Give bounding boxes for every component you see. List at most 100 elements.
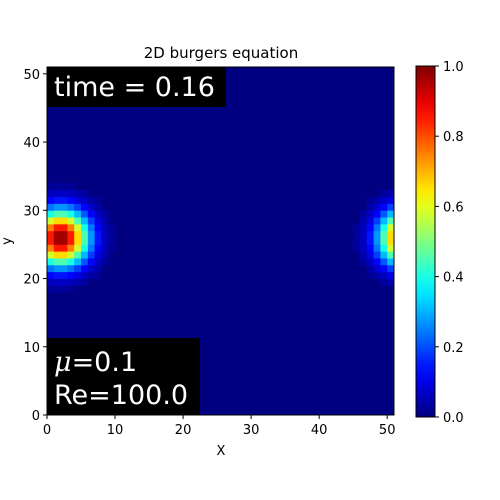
heatmap-cell: [47, 223, 55, 232]
colorbar-tick-label: 0.6: [443, 200, 464, 215]
heatmap-cell: [387, 217, 395, 225]
heatmap-cell: [53, 258, 61, 266]
heatmap-cell: [101, 258, 109, 266]
heatmap-cell: [373, 217, 381, 225]
heatmap-cell: [53, 223, 61, 232]
heatmap-cell: [353, 237, 361, 245]
heatmap-cell: [101, 217, 109, 225]
heatmap-cell: [94, 264, 102, 273]
heatmap-cell: [87, 217, 96, 225]
heatmap-cell: [94, 217, 102, 225]
heatmap-cell: [67, 271, 75, 279]
heatmap-cell: [380, 258, 388, 266]
heatmap-cell: [67, 278, 75, 286]
heatmap-cell: [101, 237, 109, 245]
heatmap-cell: [47, 196, 55, 204]
heatmap-cell: [380, 189, 388, 198]
heatmap-cell: [373, 251, 381, 259]
heatmap-cell: [359, 223, 368, 232]
heatmap-cell: [47, 278, 55, 286]
heatmap-cell: [366, 210, 374, 218]
heatmap-cell: [380, 264, 388, 273]
heatmap-cell: [87, 251, 96, 259]
heatmap-cell: [380, 210, 388, 218]
heatmap-cell: [67, 223, 75, 232]
heatmap-cell: [60, 189, 68, 198]
heatmap-cell: [387, 196, 395, 204]
heatmap-cell: [87, 244, 96, 252]
heatmap-cell: [53, 196, 61, 204]
x-tick-label: 20: [175, 423, 192, 438]
y-tick-label: 10: [23, 341, 40, 356]
heatmap-cell: [60, 196, 68, 204]
heatmap-cell: [387, 230, 395, 238]
y-tick-label: 20: [23, 273, 40, 288]
heatmap-cell: [87, 196, 96, 204]
heatmap-cell: [387, 264, 395, 273]
heatmap-cell: [94, 210, 102, 218]
heatmap-cell: [101, 244, 109, 252]
heatmap-cell: [387, 189, 395, 198]
heatmap-cell: [60, 237, 68, 245]
y-tick-label: 50: [23, 68, 40, 83]
heatmap-cell: [53, 210, 61, 218]
heatmap-cell: [53, 264, 61, 273]
heatmap-cell: [94, 203, 102, 211]
heatmap-cell: [74, 210, 82, 218]
heatmap-cell: [53, 285, 61, 293]
x-axis-label: X: [217, 444, 226, 459]
heatmap-cell: [87, 210, 96, 218]
heatmap-cell: [359, 237, 368, 245]
heatmap-cell: [366, 203, 374, 211]
mu-value: =0.1: [72, 347, 138, 378]
heatmap-cell: [373, 258, 381, 266]
colorbar-tick-label: 0.0: [443, 411, 464, 426]
heatmap-cell: [47, 285, 55, 293]
heatmap-cell: [47, 210, 55, 218]
heatmap-cell: [60, 223, 68, 232]
heatmap-cell: [366, 196, 374, 204]
heatmap-cell: [359, 217, 368, 225]
heatmap-cell: [60, 278, 68, 286]
heatmap-cell: [47, 230, 55, 238]
heatmap-cell: [47, 203, 55, 211]
heatmap-cell: [366, 223, 374, 232]
heatmap-cell: [101, 230, 109, 238]
heatmap-cell: [87, 237, 96, 245]
heatmap-cell: [373, 196, 381, 204]
heatmap-cell: [47, 237, 55, 245]
heatmap-cell: [87, 203, 96, 211]
heatmap-cell: [67, 196, 75, 204]
heatmap-cell: [53, 203, 61, 211]
heatmap-cell: [353, 244, 361, 252]
heatmap-cell: [53, 237, 61, 245]
parameters-annotation-background: [47, 338, 200, 415]
x-tick-label: 50: [379, 423, 396, 438]
heatmap-cell: [366, 271, 374, 279]
colorbar-tick-label: 0.4: [443, 271, 464, 286]
heatmap-cell: [47, 258, 55, 266]
heatmap-cell: [380, 271, 388, 279]
heatmap-cell: [101, 223, 109, 232]
heatmap-cell: [94, 244, 102, 252]
heatmap-cell: [60, 203, 68, 211]
heatmap-cell: [67, 189, 75, 198]
heatmap-cell: [67, 251, 75, 259]
heatmap-cell: [101, 251, 109, 259]
heatmap-cell: [387, 251, 395, 259]
heatmap-cell: [366, 230, 374, 238]
heatmap-cell: [387, 258, 395, 266]
colorbar-tick-label: 0.2: [443, 341, 464, 356]
heatmap-cell: [74, 278, 82, 286]
heatmap-cell: [380, 223, 388, 232]
heatmap-cell: [380, 230, 388, 238]
chart-title: 2D burgers equation: [144, 44, 298, 62]
heatmap-cell: [53, 271, 61, 279]
heatmap-cell: [94, 251, 102, 259]
heatmap-cell: [81, 223, 89, 232]
heatmap-cell: [67, 244, 75, 252]
heatmap-cell: [74, 223, 82, 232]
heatmap-cell: [373, 237, 381, 245]
heatmap-cell: [74, 271, 82, 279]
heatmap-cell: [53, 217, 61, 225]
